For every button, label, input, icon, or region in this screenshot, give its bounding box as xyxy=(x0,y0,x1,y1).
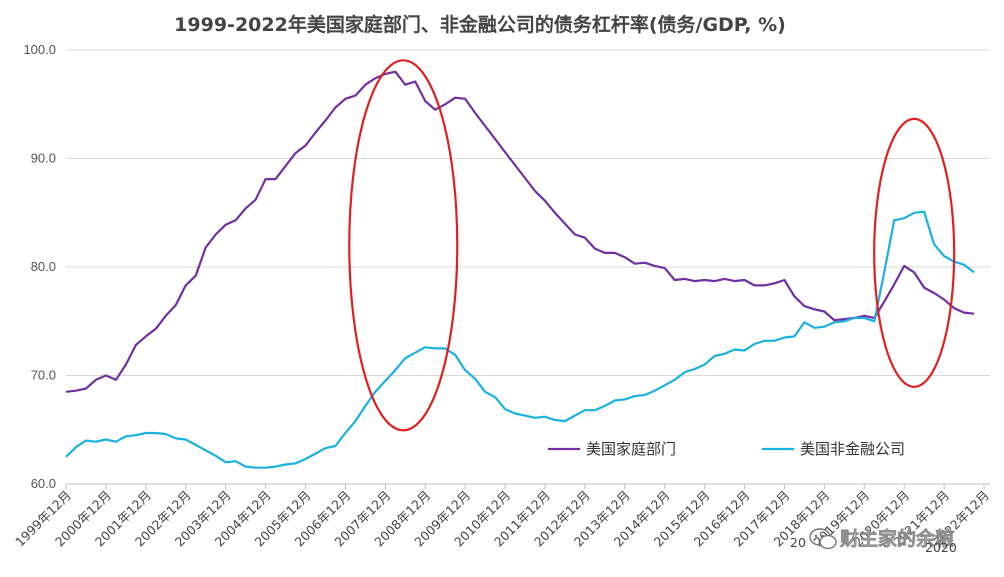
wechat-icon xyxy=(809,528,837,550)
watermark-partial-left: 20 xyxy=(790,535,806,550)
annotation-layer xyxy=(348,59,956,432)
watermark-partial-right: 2020 xyxy=(925,540,957,555)
y-tick-label: 90.0 xyxy=(31,151,56,166)
series-layer xyxy=(65,70,975,469)
series-line-1 xyxy=(65,70,975,393)
watermark-text: 财主家的余粮 xyxy=(840,527,954,550)
annotation-ellipse xyxy=(873,117,956,388)
y-axis: 60.0 70.0 80.0 90.0 100.0 xyxy=(23,42,56,491)
legend-label: 美国非金融公司 xyxy=(800,440,905,458)
y-tick-label: 100.0 xyxy=(23,42,56,57)
grid-lines xyxy=(66,49,990,485)
legend-label: 美国家庭部门 xyxy=(586,440,676,458)
y-tick-label: 80.0 xyxy=(31,259,56,274)
y-tick-label: 70.0 xyxy=(31,368,56,383)
series-line-2 xyxy=(65,210,975,469)
chart-title: 1999-2022年美国家庭部门、非金融公司的债务杠杆率(债务/GDP, %) xyxy=(174,13,786,36)
legend: 美国家庭部门 美国非金融公司 xyxy=(548,440,905,458)
annotation-ellipse xyxy=(348,59,459,432)
y-tick-label: 60.0 xyxy=(31,476,56,491)
